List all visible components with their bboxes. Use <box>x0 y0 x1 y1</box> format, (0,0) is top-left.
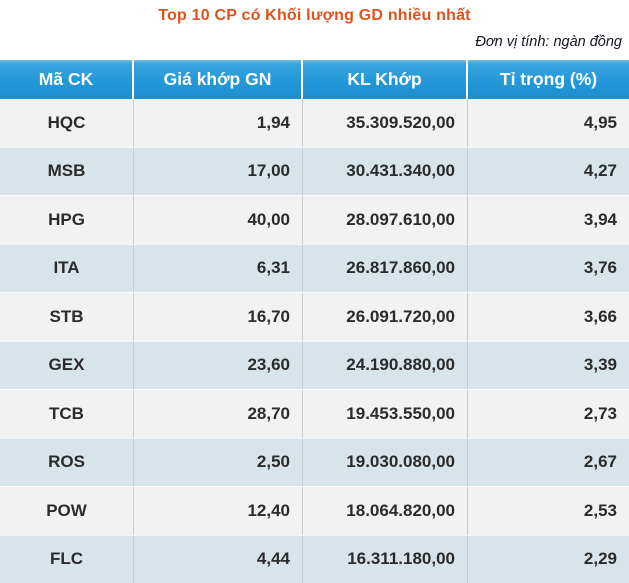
volume-cell: 19.030.080,00 <box>303 438 468 486</box>
weight-cell: 2,29 <box>583 549 617 569</box>
table-row: ITA 6,31 26.817.860,00 3,76 <box>0 243 629 292</box>
table-row: TCB 28,70 19.453.550,00 2,73 <box>0 389 629 438</box>
volume-cell: 16.311.180,00 <box>303 535 468 583</box>
price-cell: 12,40 <box>134 487 303 535</box>
weight-cell: 2,73 <box>583 403 617 423</box>
price-cell: 28,70 <box>134 390 303 438</box>
weight-cell: 3,94 <box>583 209 617 229</box>
volume-cell: 30.431.340,00 <box>303 147 468 195</box>
stock-code-cell: MSB <box>0 147 134 195</box>
column-header-ti-trong: Tỉ trọng (%) <box>499 69 598 89</box>
price-cell: 1,94 <box>134 99 303 147</box>
price-cell: 6,31 <box>134 244 303 292</box>
stock-code-cell: ITA <box>0 244 134 292</box>
price-cell: 2,50 <box>134 438 303 486</box>
weight-cell: 2,67 <box>583 452 617 472</box>
volume-cell: 28.097.610,00 <box>303 196 468 244</box>
volume-cell: 26.091.720,00 <box>303 293 468 341</box>
table-row: STB 16,70 26.091.720,00 3,66 <box>0 292 629 341</box>
title-area: Top 10 CP có Khối lượng GD nhiều nhất Đơ… <box>0 0 629 60</box>
volume-cell: 19.453.550,00 <box>303 390 468 438</box>
table-row: POW 12,40 18.064.820,00 2,53 <box>0 486 629 535</box>
table-row: GEX 23,60 24.190.880,00 3,39 <box>0 340 629 389</box>
volume-cell: 26.817.860,00 <box>303 244 468 292</box>
weight-cell: 3,66 <box>583 306 617 326</box>
stock-code-cell: TCB <box>0 390 134 438</box>
weight-cell: 4,27 <box>583 161 617 181</box>
page-title: Top 10 CP có Khối lượng GD nhiều nhất <box>158 7 471 24</box>
volume-cell: 18.064.820,00 <box>303 487 468 535</box>
weight-cell: 4,95 <box>583 112 617 132</box>
volume-cell: 35.309.520,00 <box>303 99 468 147</box>
weight-cell: 2,53 <box>583 500 617 520</box>
column-header-kl-khop: KL Khớp <box>303 60 468 99</box>
price-cell: 40,00 <box>134 196 303 244</box>
column-header-gia-khop: Giá khớp GN <box>134 60 303 99</box>
table-row: FLC 4,44 16.311.180,00 2,29 <box>0 534 629 583</box>
table-row: MSB 17,00 30.431.340,00 4,27 <box>0 146 629 195</box>
stock-code-cell: ROS <box>0 438 134 486</box>
unit-note: Đơn vị tính: ngàn đồng <box>475 34 622 50</box>
stock-code-cell: POW <box>0 487 134 535</box>
weight-cell: 3,76 <box>583 258 617 278</box>
table-row: HQC 1,94 35.309.520,00 4,95 <box>0 99 629 147</box>
price-cell: 16,70 <box>134 293 303 341</box>
table-row: ROS 2,50 19.030.080,00 2,67 <box>0 437 629 486</box>
stock-code-cell: STB <box>0 293 134 341</box>
table-header-row: Mã CK Giá khớp GN KL Khớp Tỉ trọng (%) <box>0 60 629 99</box>
stock-code-cell: HQC <box>0 99 134 147</box>
table-body: HQC 1,94 35.309.520,00 4,95 MSB 17,00 30… <box>0 99 629 583</box>
price-cell: 23,60 <box>134 341 303 389</box>
table-row: HPG 40,00 28.097.610,00 3,94 <box>0 195 629 244</box>
stock-code-cell: HPG <box>0 196 134 244</box>
stock-code-cell: FLC <box>0 535 134 583</box>
stock-code-cell: GEX <box>0 341 134 389</box>
volume-cell: 24.190.880,00 <box>303 341 468 389</box>
column-header-ma-ck: Mã CK <box>0 60 134 99</box>
price-cell: 17,00 <box>134 147 303 195</box>
price-cell: 4,44 <box>134 535 303 583</box>
weight-cell: 3,39 <box>583 355 617 375</box>
